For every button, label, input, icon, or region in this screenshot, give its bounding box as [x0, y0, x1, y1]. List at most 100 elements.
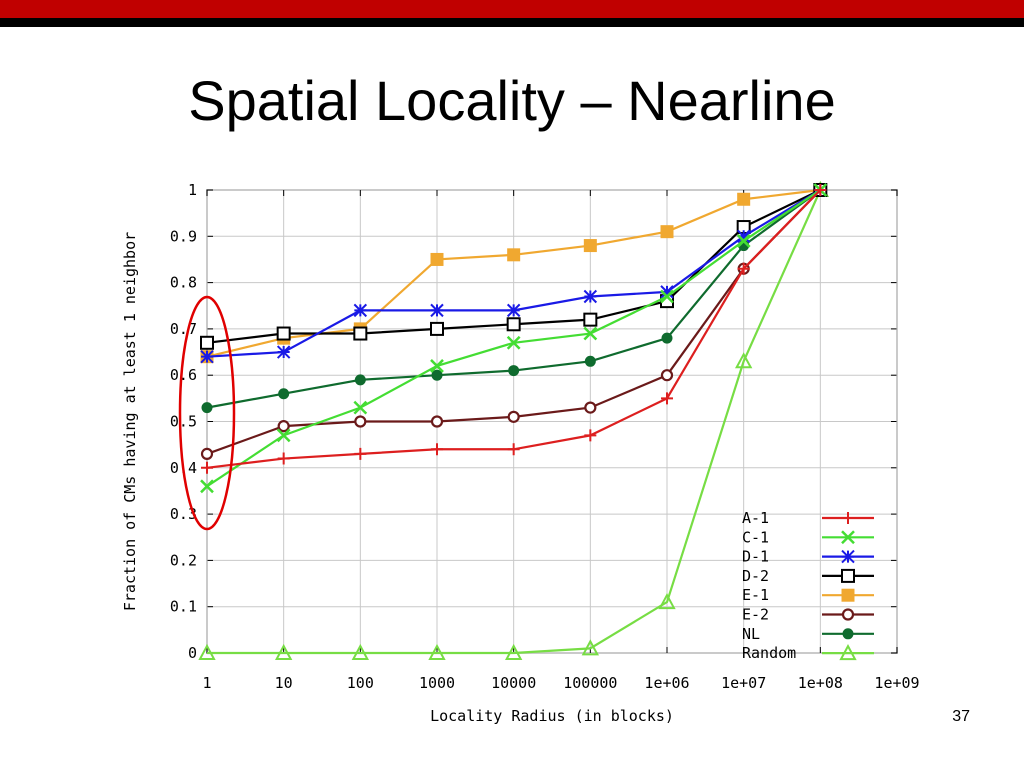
data-point-e-1: [737, 192, 751, 206]
data-point-random: [198, 643, 216, 660]
data-point-c-1: [736, 234, 751, 248]
data-point-e-2: [200, 447, 214, 461]
data-point-d-1: [736, 229, 751, 244]
data-point-nl: [584, 355, 596, 367]
highlight-ellipse: [178, 295, 236, 531]
data-point-nl: [661, 332, 673, 344]
data-point-e-2: [277, 420, 290, 433]
data-point-random: [274, 643, 293, 660]
data-point-a-1: [737, 262, 750, 275]
x-tick-label: 1e+07: [721, 674, 766, 692]
legend-marker-d-2: [841, 568, 855, 583]
data-point-nl: [508, 365, 520, 377]
data-point-c-1: [660, 289, 674, 304]
legend-label-random: Random: [742, 644, 796, 662]
chart-svg: 00.10.20.30.40.50.60.70.80.911 10 100 1000 1…: [121, 180, 920, 725]
legend-label-d-1: D-1: [742, 548, 769, 566]
legend-label-c-1: C-1: [742, 528, 769, 546]
top-red-bar: [0, 0, 1024, 18]
data-point-e-2: [354, 415, 367, 428]
legend-marker-e-2: [841, 608, 855, 621]
data-point-d-1: [276, 345, 291, 359]
data-point-c-1: [583, 326, 598, 341]
data-point-e-2: [660, 369, 674, 382]
legend-label-a-1: A-1: [742, 509, 769, 527]
data-point-random: [428, 643, 446, 660]
data-point-e-1: [507, 248, 521, 262]
y-tick-label: 0.7: [170, 320, 197, 338]
legend-label-nl: NL: [742, 625, 760, 643]
data-point-e-1: [660, 225, 674, 239]
y-tick-label: 0.6: [170, 366, 197, 384]
data-point-e-1: [583, 239, 597, 253]
data-point-a-1: [584, 429, 597, 442]
x-tick-label: 1e+06: [644, 674, 689, 692]
y-tick-label: 0.2: [170, 551, 197, 569]
data-point-d-2: [200, 335, 214, 350]
x-tick-label: 1e+09: [874, 674, 919, 692]
top-black-rule: [0, 18, 1024, 27]
data-point-c-1: [200, 479, 214, 494]
data-point-c-1: [353, 400, 368, 415]
legend-label-e-2: E-2: [742, 606, 769, 624]
slide-number: 37: [952, 708, 970, 725]
x-tick-label: 1000: [419, 674, 455, 692]
data-point-d-1: [353, 303, 368, 318]
data-point-a-1: [814, 184, 827, 196]
y-tick-label: 0.5: [170, 413, 197, 431]
data-point-random: [351, 643, 370, 660]
legend-marker-e-1: [841, 588, 855, 602]
y-tick-label: 0.8: [170, 274, 197, 292]
data-point-nl: [354, 374, 366, 386]
data-point-d-2: [506, 317, 521, 332]
data-point-c-1: [276, 428, 291, 443]
x-tick-label: 10000: [491, 674, 536, 692]
legend-label-e-1: E-1: [742, 586, 769, 604]
series-line-random: [207, 189, 822, 655]
data-point-e-2: [507, 410, 520, 423]
legend-marker-d-1: [841, 549, 855, 564]
y-tick-label: 0.9: [170, 227, 197, 245]
data-point-c-1: [430, 359, 444, 373]
data-point-d-1: [506, 303, 521, 318]
legend-marker-nl: [842, 628, 854, 640]
data-point-random: [581, 639, 600, 656]
slide-title: Spatial Locality – Nearline: [188, 69, 836, 132]
x-tick-label: 1e+08: [798, 674, 843, 692]
data-point-d-1: [430, 303, 444, 318]
data-point-random: [658, 592, 676, 610]
data-point-random: [504, 643, 523, 660]
x-tick-label: 100: [347, 674, 374, 692]
x-axis-label: Locality Radius (in blocks): [430, 707, 674, 725]
y-tick-label: 0.3: [170, 505, 197, 523]
data-point-a-1: [277, 452, 290, 465]
y-axis-label: Fraction of CMs having at least 1 neighb…: [121, 232, 139, 611]
legend-marker-random: [839, 643, 857, 661]
y-tick-label: 1: [188, 181, 197, 199]
legend-marker-c-1: [841, 530, 855, 545]
data-point-d-1: [200, 349, 214, 364]
data-point-e-2: [584, 401, 597, 414]
data-point-a-1: [201, 461, 213, 474]
locality-chart: 0 0.1 0.2 0.3 0.4 0.5 0.6 0.7 0.8 0.9 1 1 10 100 1000 1…: [118, 160, 948, 735]
data-point-a-1: [431, 443, 443, 456]
x-tick-label: 10: [275, 674, 293, 692]
x-tick-label: 1: [202, 674, 211, 692]
data-point-a-1: [354, 447, 367, 460]
data-point-nl: [201, 402, 213, 414]
data-point-e-1: [430, 252, 444, 266]
data-point-nl: [431, 369, 443, 381]
data-point-d-2: [276, 326, 291, 341]
legend-label-d-2: D-2: [742, 567, 769, 585]
data-point-e-2: [430, 415, 444, 428]
data-point-nl: [278, 388, 290, 400]
data-point-a-1: [661, 392, 673, 405]
data-point-d-2: [583, 312, 598, 327]
data-point-random: [734, 352, 753, 369]
legend-marker-a-1: [842, 512, 854, 524]
data-point-d-2: [430, 321, 444, 336]
data-point-d-2: [353, 326, 368, 341]
y-tick-label: 0.1: [170, 598, 197, 616]
data-point-d-1: [583, 289, 598, 304]
data-point-d-1: [660, 285, 674, 299]
